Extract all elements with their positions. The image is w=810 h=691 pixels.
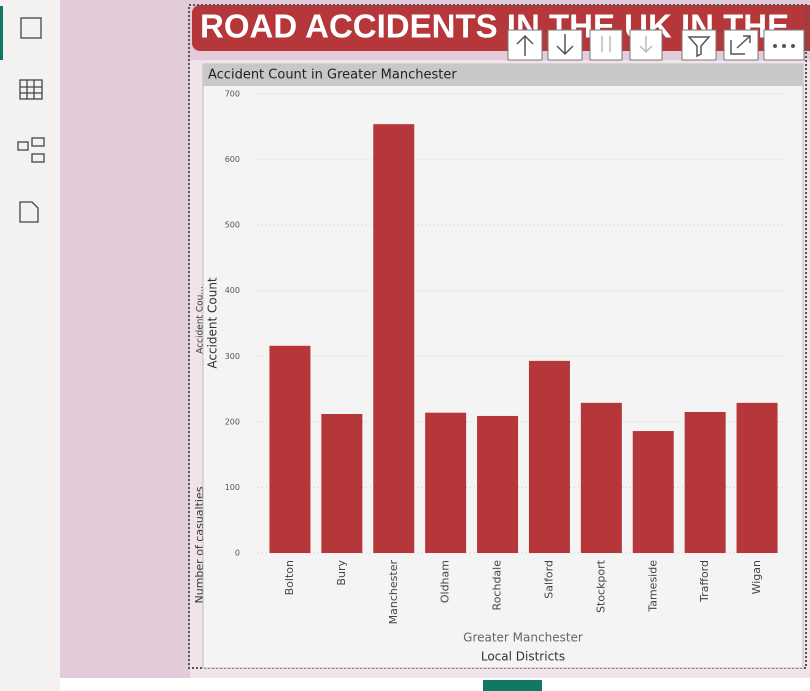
active-indicator <box>0 6 3 60</box>
y-tick-label: 700 <box>225 90 240 99</box>
table-icon[interactable] <box>19 79 43 100</box>
visual-header <box>203 64 803 86</box>
bar <box>736 402 778 553</box>
x-tick-label: Salford <box>542 560 555 599</box>
x-group-label: Greater Manchester <box>463 631 583 645</box>
side-label: Accident Cou... <box>196 286 206 354</box>
x-tick-label: Stockport <box>594 559 607 613</box>
y-tick-label: 500 <box>225 221 240 230</box>
x-axis-label: Local Districts <box>481 650 565 664</box>
x-tick-label: Bolton <box>283 560 296 595</box>
chart-title: Accident Count in Greater Manchester <box>208 68 457 83</box>
dax-icon[interactable] <box>19 201 39 223</box>
y-axis-label: Accident Count <box>206 277 220 369</box>
bar <box>477 415 519 553</box>
x-tick-label: Bury <box>335 560 348 586</box>
bar <box>269 345 311 553</box>
y-tick-label: 600 <box>225 155 240 164</box>
x-tick-label: Tameside <box>646 560 659 613</box>
x-tick-label: Trafford <box>698 560 711 603</box>
model-icon[interactable] <box>17 141 29 151</box>
sidebar-icons <box>17 17 45 223</box>
x-tick-label: Oldham <box>439 560 452 603</box>
toolbar-icons[interactable] <box>516 34 751 58</box>
y-tick-label: 100 <box>225 483 240 492</box>
bar <box>321 413 363 553</box>
bar <box>373 124 415 554</box>
y-tick-label: 300 <box>225 352 240 361</box>
bar <box>528 360 570 553</box>
y-tick-label: 0 <box>235 549 240 558</box>
bar <box>580 402 622 553</box>
active-tab[interactable] <box>483 680 542 691</box>
x-tick-label: Rochdale <box>491 560 504 611</box>
x-tick-label: Manchester <box>387 560 400 625</box>
more-icon[interactable] <box>773 44 795 48</box>
page-tabs <box>60 678 810 691</box>
report-icon[interactable] <box>20 17 42 39</box>
x-tick-label: Wigan <box>750 560 763 594</box>
y-tick-label: 200 <box>225 417 240 426</box>
y-tick-label: 400 <box>225 286 240 295</box>
sidebar <box>0 0 60 691</box>
bar <box>632 431 674 553</box>
bar <box>684 412 726 553</box>
bar <box>425 412 467 553</box>
